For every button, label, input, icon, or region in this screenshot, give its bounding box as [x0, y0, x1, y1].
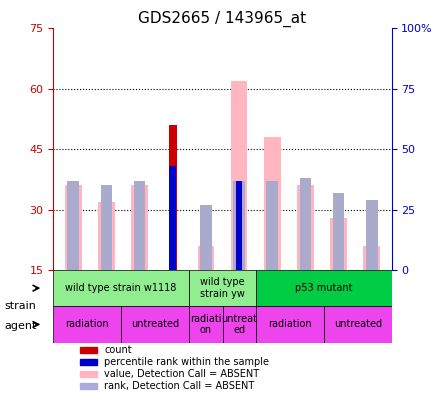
- FancyBboxPatch shape: [222, 306, 256, 343]
- Bar: [333, 193, 344, 270]
- Bar: [81, 371, 97, 377]
- Text: radiati
on: radiati on: [190, 313, 221, 335]
- Text: untreat
ed: untreat ed: [222, 313, 257, 335]
- Bar: [366, 200, 377, 270]
- FancyBboxPatch shape: [324, 306, 392, 343]
- Text: strain: strain: [4, 301, 36, 311]
- Title: GDS2665 / 143965_at: GDS2665 / 143965_at: [138, 11, 307, 27]
- FancyBboxPatch shape: [121, 306, 189, 343]
- Bar: [131, 185, 148, 270]
- FancyBboxPatch shape: [53, 306, 121, 343]
- Bar: [68, 181, 79, 270]
- Text: count: count: [104, 345, 132, 355]
- Bar: [264, 137, 280, 270]
- Bar: [81, 347, 97, 354]
- Bar: [134, 181, 146, 270]
- Text: radiation: radiation: [65, 320, 109, 329]
- Bar: [170, 166, 176, 270]
- Bar: [236, 181, 243, 270]
- Bar: [233, 181, 245, 270]
- Bar: [65, 185, 81, 270]
- Text: agent: agent: [4, 321, 37, 331]
- Text: wild type strain w1118: wild type strain w1118: [65, 283, 177, 293]
- Text: wild type
strain yw: wild type strain yw: [200, 277, 245, 299]
- FancyBboxPatch shape: [189, 270, 256, 306]
- Text: untreated: untreated: [131, 320, 179, 329]
- Bar: [364, 246, 380, 270]
- Text: value, Detection Call = ABSENT: value, Detection Call = ABSENT: [104, 369, 259, 379]
- Bar: [267, 181, 278, 270]
- Bar: [297, 185, 314, 270]
- Bar: [200, 205, 212, 270]
- Bar: [81, 359, 97, 365]
- Bar: [299, 178, 311, 270]
- Bar: [198, 246, 214, 270]
- Bar: [330, 217, 347, 270]
- Bar: [81, 383, 97, 389]
- Text: percentile rank within the sample: percentile rank within the sample: [104, 357, 269, 367]
- Text: untreated: untreated: [334, 320, 382, 329]
- FancyBboxPatch shape: [189, 306, 222, 343]
- Text: p53 mutant: p53 mutant: [295, 283, 353, 293]
- FancyBboxPatch shape: [256, 306, 324, 343]
- Text: radiation: radiation: [268, 320, 312, 329]
- Bar: [169, 125, 177, 270]
- FancyBboxPatch shape: [53, 270, 189, 306]
- Bar: [101, 185, 112, 270]
- Bar: [231, 81, 247, 270]
- Bar: [98, 202, 115, 270]
- FancyBboxPatch shape: [256, 270, 392, 306]
- Text: rank, Detection Call = ABSENT: rank, Detection Call = ABSENT: [104, 381, 255, 391]
